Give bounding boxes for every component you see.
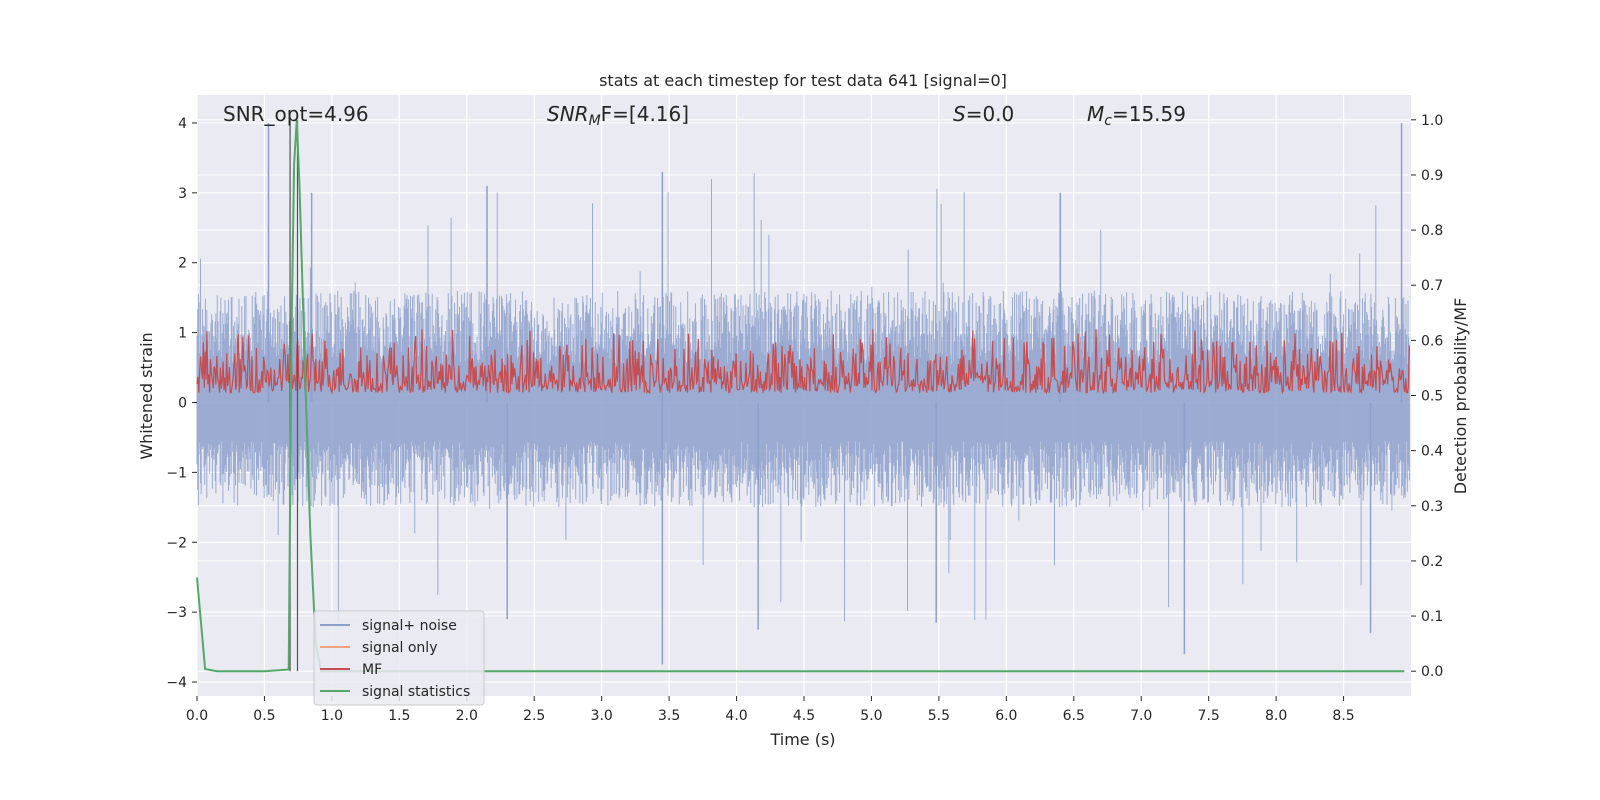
x-tick-label-14: 7.0 <box>1130 708 1152 724</box>
y-tick-label-2: 2 <box>178 256 187 272</box>
x-tick-label-11: 5.5 <box>928 708 950 724</box>
x-tick-label-8: 4.0 <box>725 708 747 724</box>
axes: 0.0 0.5 1.0 1.5 2.0 2.5 3.0 3.5 4.0 4.5 5.0 5.5 6.0 6… <box>166 113 1443 724</box>
x-tick-label-16: 8.0 <box>1265 708 1287 724</box>
x-tick-label-10: 5.0 <box>860 708 882 724</box>
x-tick-label-1: 0.5 <box>253 708 275 724</box>
y2-tick-label-1: 0.9 <box>1421 168 1443 184</box>
y2-tick-label-4: 0.6 <box>1421 333 1443 349</box>
y2-axis-label: Detection probability/MF <box>1451 298 1470 495</box>
y2-tick-label-5: 0.5 <box>1421 389 1443 405</box>
y-tick-label-4: 0 <box>178 395 187 411</box>
y2-tick-label-9: 0.1 <box>1421 609 1443 625</box>
y2-tick-label-7: 0.3 <box>1421 499 1443 515</box>
y-tick-label-8: −4 <box>166 675 187 691</box>
y2-tick-label-8: 0.2 <box>1421 554 1443 570</box>
legend-label-signal-noise: signal+ noise <box>362 618 457 634</box>
y2-tick-label-10: 0.0 <box>1421 664 1443 680</box>
x-tick-label-6: 3.0 <box>591 708 613 724</box>
mf-series-path <box>196 329 1410 395</box>
x-tick-label-2: 1.0 <box>321 708 343 724</box>
legend-label-signal-statistics: signal statistics <box>362 684 470 700</box>
noise-series <box>196 122 1410 665</box>
x-tick-label-9: 4.5 <box>793 708 815 724</box>
legend: signal+ noise signal only MF signal stat… <box>313 610 485 706</box>
x-tick-label-7: 3.5 <box>658 708 680 724</box>
y2-tick-label-0: 1.0 <box>1421 113 1443 129</box>
x-tick-label-15: 7.5 <box>1198 708 1220 724</box>
y2-tick-label-3: 0.7 <box>1421 278 1443 294</box>
y2-tick-label-2: 0.8 <box>1421 223 1443 239</box>
annotation-s: S=0.0 <box>953 102 1014 126</box>
y2-tick-label-6: 0.4 <box>1421 444 1443 460</box>
annotation-mc: Mc=15.59 <box>1087 102 1186 129</box>
x-tick-label-4: 2.0 <box>456 708 478 724</box>
x-axis-label: Time (s) <box>769 730 835 749</box>
x-tick-label-17: 8.5 <box>1332 708 1354 724</box>
mf-series <box>196 329 1410 395</box>
y-tick-label-3: 1 <box>178 326 187 342</box>
signal-statistics-series <box>196 119 1405 673</box>
x-tick-label-12: 6.0 <box>995 708 1017 724</box>
legend-label-signal-only: signal only <box>362 640 437 656</box>
x-tick-label-5: 2.5 <box>523 708 545 724</box>
y-tick-label-6: −2 <box>166 535 187 551</box>
legend-label-mf: MF <box>362 662 382 678</box>
x-tick-label-13: 6.5 <box>1063 708 1085 724</box>
annotation-snr-opt: SNR_opt=4.96 <box>223 102 369 126</box>
annotation-snr-mf: SNRMF=[4.16] <box>547 102 689 129</box>
y-axis-label: Whitened strain <box>137 332 156 459</box>
y-tick-label-7: −3 <box>166 605 187 621</box>
signal-statistics-path <box>196 119 1405 673</box>
y-tick-label-1: 3 <box>178 186 187 202</box>
x-tick-label-3: 1.5 <box>388 708 410 724</box>
legend-box <box>313 610 485 706</box>
y-tick-label-0: 4 <box>178 116 187 132</box>
x-tick-label-0: 0.0 <box>186 708 208 724</box>
y-tick-label-5: −1 <box>166 465 187 481</box>
chart-title: stats at each timestep for test data 641… <box>599 71 1007 90</box>
